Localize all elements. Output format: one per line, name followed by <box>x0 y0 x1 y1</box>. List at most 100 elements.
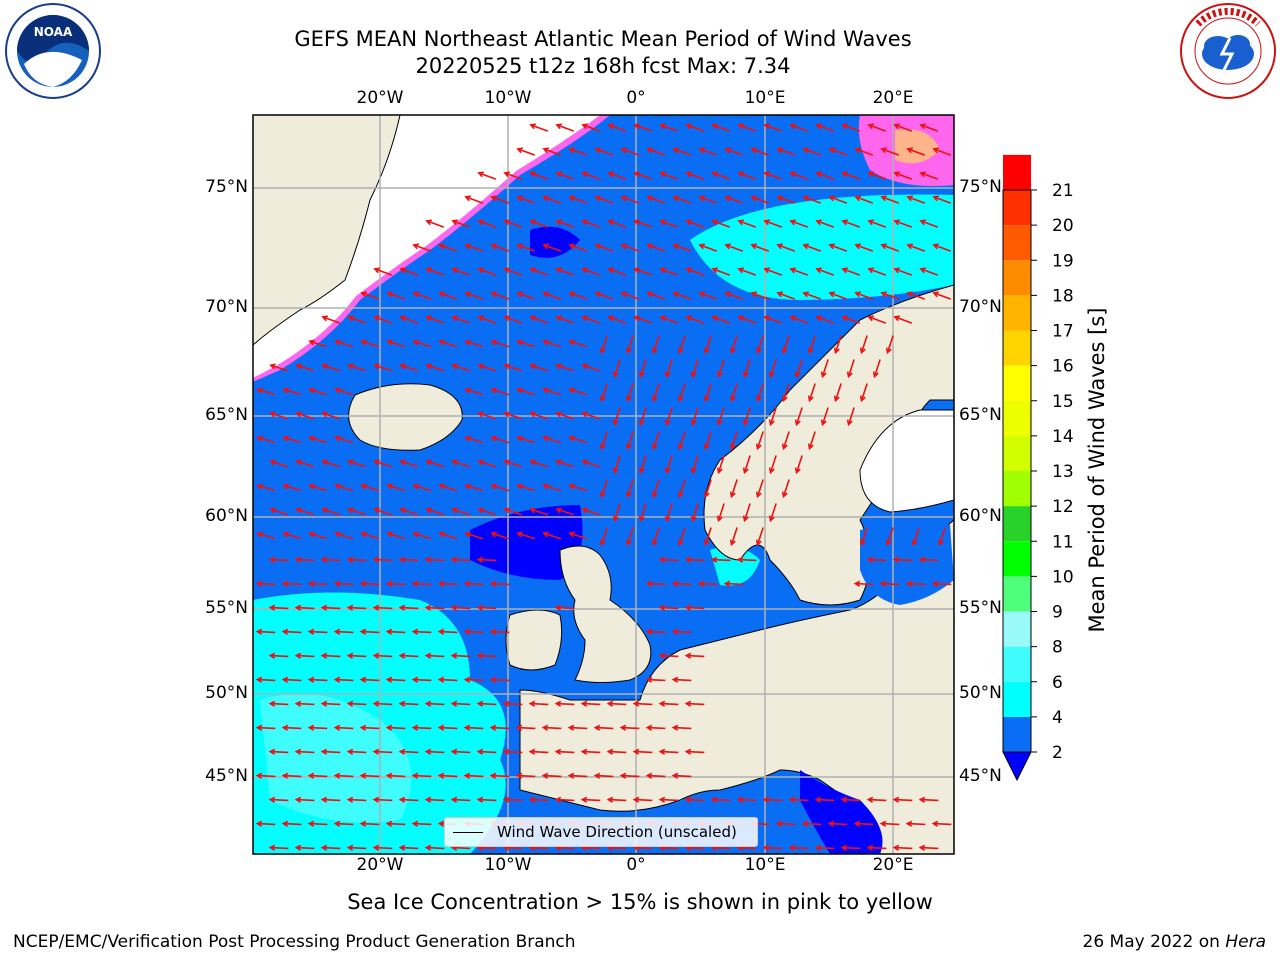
wave-direction-arrow <box>437 724 458 731</box>
wave-direction-arrow <box>932 291 952 300</box>
wave-direction-arrow <box>269 507 289 516</box>
wave-direction-arrow <box>736 556 757 563</box>
wave-direction-arrow <box>802 243 822 252</box>
wave-direction-arrow <box>385 820 406 827</box>
wave-direction-arrow <box>932 147 952 156</box>
wave-direction-arrow <box>359 628 380 635</box>
wave-direction-arrow <box>737 123 757 132</box>
wave-direction-arrow <box>464 435 484 444</box>
lon-tick-top-4: 20°E <box>872 88 914 108</box>
colorbar-segment-4 <box>1003 576 1031 612</box>
wave-direction-arrow <box>307 580 328 587</box>
wave-direction-arrow <box>646 243 666 252</box>
wave-direction-arrow <box>690 407 699 427</box>
lat-tick-right-4: 55°N <box>959 598 1002 618</box>
wave-direction-arrow <box>425 219 445 228</box>
wave-direction-arrow <box>450 556 471 563</box>
wave-direction-arrow <box>542 147 562 156</box>
colorbar-tick-label-11: 16 <box>1052 357 1074 377</box>
wave-direction-arrow <box>820 407 829 427</box>
wave-direction-arrow <box>424 844 445 851</box>
wind-wave-direction-arrows <box>255 123 952 851</box>
wave-direction-arrow <box>555 171 575 180</box>
wave-direction-arrow <box>411 724 432 731</box>
wave-direction-arrow <box>632 700 653 707</box>
wave-direction-arrow <box>723 580 744 587</box>
wave-direction-arrow <box>568 147 588 156</box>
wave-direction-arrow <box>937 527 946 547</box>
wave-direction-arrow <box>555 315 575 324</box>
wave-direction-arrow <box>490 387 510 396</box>
lon-tick-bottom-2: 0° <box>626 855 646 875</box>
footer-date: 26 May 2022 on Hera <box>1083 932 1267 952</box>
wave-direction-arrow <box>373 267 393 276</box>
colorbar-segment-9 <box>1003 400 1031 436</box>
wave-direction-arrow <box>854 147 874 156</box>
colorbar-tick-label-13: 18 <box>1052 286 1074 306</box>
wave-direction-arrow <box>684 652 705 659</box>
wave-direction-arrow <box>502 796 523 803</box>
wave-direction-arrow <box>502 748 523 755</box>
colorbar-tick-label-14: 19 <box>1052 251 1074 271</box>
wave-direction-arrow <box>554 796 575 803</box>
wave-direction-arrow <box>308 387 328 396</box>
wave-direction-arrow <box>372 748 393 755</box>
wave-direction-arrow <box>763 315 783 324</box>
wave-direction-arrow <box>425 315 445 324</box>
wave-direction-arrow <box>321 507 341 516</box>
wave-direction-arrow <box>840 844 861 851</box>
iceland-land <box>348 383 463 451</box>
great-britain-land <box>559 545 652 683</box>
wave-direction-arrow <box>905 580 926 587</box>
wave-direction-arrow <box>768 503 777 523</box>
wave-direction-arrow <box>568 243 588 252</box>
wave-direction-arrow <box>716 359 725 379</box>
sea-ice-caption: Sea Ice Concentration > 15% is shown in … <box>347 890 933 914</box>
wave-direction-arrow <box>359 580 380 587</box>
wave-direction-arrow <box>919 219 939 228</box>
lat-tick-left-5: 50°N <box>205 683 248 703</box>
wave-direction-arrow <box>411 580 432 587</box>
wave-direction-arrow <box>763 267 783 276</box>
wave-direction-arrow <box>814 844 835 851</box>
wave-direction-arrow <box>308 435 328 444</box>
wave-direction-arrow <box>659 171 679 180</box>
wave-direction-arrow <box>846 359 855 379</box>
wave-direction-arrow <box>736 796 757 803</box>
wave-direction-arrow <box>684 796 705 803</box>
wave-direction-arrow <box>880 147 900 156</box>
wave-direction-arrow <box>359 820 380 827</box>
wave-direction-arrow <box>755 383 764 403</box>
wave-direction-arrow <box>893 123 913 132</box>
wave-direction-arrow <box>788 796 809 803</box>
wave-direction-arrow <box>398 748 419 755</box>
wave-direction-arrow <box>347 459 367 468</box>
wave-direction-arrow <box>763 171 783 180</box>
wave-direction-arrow <box>867 171 887 180</box>
wave-direction-arrow <box>658 700 679 707</box>
wave-direction-arrow <box>664 503 673 523</box>
wave-direction-arrow <box>729 431 738 451</box>
wave-direction-arrow <box>820 359 829 379</box>
wave-direction-arrow <box>346 604 367 611</box>
wave-direction-arrow <box>320 700 341 707</box>
wave-direction-arrow <box>581 363 601 372</box>
wave-direction-arrow <box>437 676 458 683</box>
wave-direction-arrow <box>625 383 634 403</box>
wave-direction-arrow <box>672 291 692 300</box>
wave-direction-arrow <box>451 219 471 228</box>
wave-direction-arrow <box>658 652 679 659</box>
wave-direction-arrow <box>906 147 926 156</box>
wave-direction-arrow <box>750 243 770 252</box>
wave-direction-arrow <box>399 507 419 516</box>
wave-direction-arrow <box>568 291 588 300</box>
wave-direction-arrow <box>633 219 653 228</box>
wave-direction-arrow <box>463 676 484 683</box>
wave-direction-arrow <box>620 291 640 300</box>
wave-direction-arrow <box>515 724 536 731</box>
wave-direction-arrow <box>542 483 562 492</box>
wave-direction-arrow <box>515 772 536 779</box>
wave-direction-arrow <box>664 359 673 379</box>
wave-direction-arrow <box>372 700 393 707</box>
wave-direction-arrow <box>477 219 497 228</box>
